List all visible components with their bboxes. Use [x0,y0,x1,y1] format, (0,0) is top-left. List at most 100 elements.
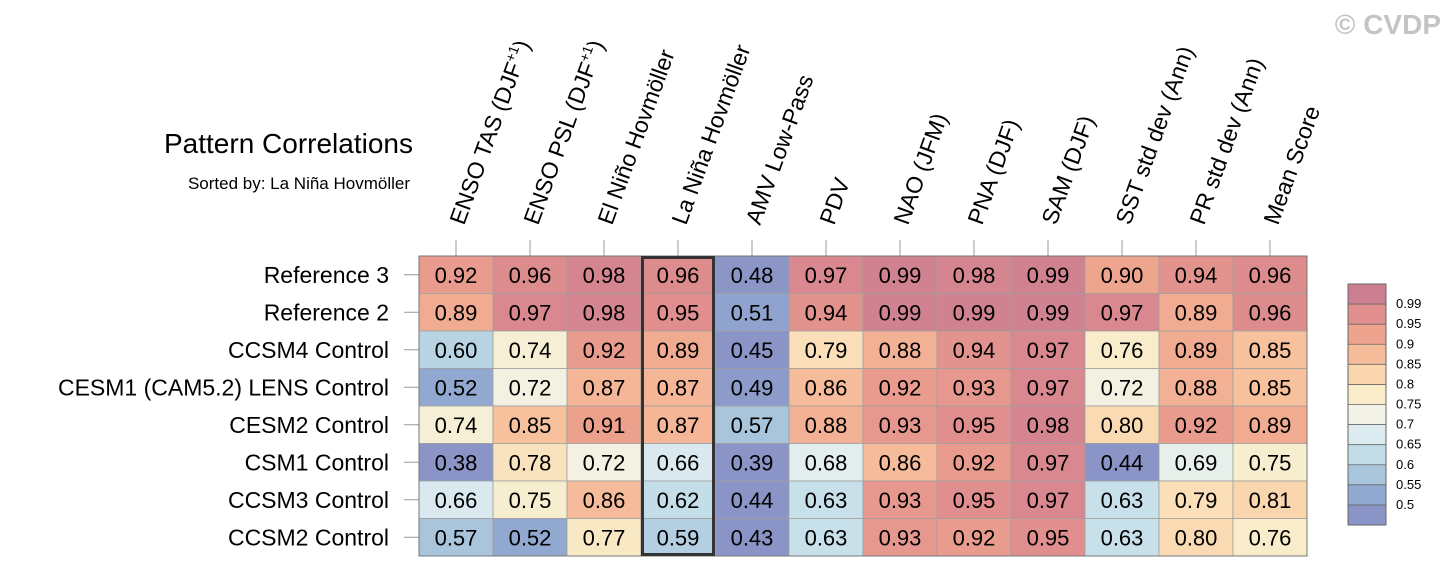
colorbar-swatch [1348,284,1386,305]
heatmap-cell [492,480,568,519]
heatmap-cell [1084,405,1160,444]
heatmap-cell [492,368,568,407]
cell-value: 0.79 [805,338,848,363]
heatmap-cell [418,293,494,332]
cell-value: 0.99 [879,300,922,325]
grid-border [418,255,1308,557]
cell-value: 0.97 [1101,300,1144,325]
cell-value: 0.99 [879,263,922,288]
heatmap-cell [1158,255,1234,294]
heatmap-cell [936,480,1012,519]
chart-subtitle: Sorted by: La Niña Hovmöller [188,174,410,193]
cell-value: 0.89 [657,338,700,363]
colorbar-label: 0.75 [1396,397,1421,412]
heatmap-cell [788,480,864,519]
heatmap-cell [1010,255,1086,294]
colorbar-label: 0.99 [1396,296,1421,311]
cell-value: 0.92 [435,263,478,288]
cell-value: 0.90 [1101,263,1144,288]
colorbar-swatch [1348,344,1386,365]
heatmap-cell [936,293,1012,332]
chart-title: Pattern Correlations [164,128,413,159]
heatmap-cell [862,443,938,482]
row-label: CSM1 Control [245,449,389,475]
heatmap-cell [1158,443,1234,482]
heatmap-cell [1232,518,1308,557]
cell-value: 0.49 [731,375,774,400]
cell-value: 0.43 [731,525,774,550]
cell-value: 0.59 [657,525,700,550]
heatmap-cells: 0.92 0.96 0.98 0.96 0.48 0.97 0.99 0.98 0.99 0.90… [418,255,1308,557]
heatmap-cell [1084,480,1160,519]
heatmap-cell [862,518,938,557]
colorbar-label: 0.9 [1396,336,1414,351]
cell-value: 0.98 [1027,413,1070,438]
heatmap-cell [1084,330,1160,369]
colorbar-swatch [1348,484,1386,505]
heatmap-cell [640,293,716,332]
cell-value: 0.97 [1027,488,1070,513]
cell-value: 0.94 [805,300,848,325]
heatmap-cell [640,480,716,519]
column-label: NAO (JFM) [888,110,952,228]
cell-value: 0.39 [731,450,774,475]
cell-value: 0.77 [583,525,626,550]
colorbar-swatch [1348,444,1386,465]
cell-value: 0.96 [1249,300,1292,325]
heatmap-cell [788,368,864,407]
cell-value: 0.68 [805,450,848,475]
cell-value: 0.97 [805,263,848,288]
heatmap-cell [936,368,1012,407]
cell-value: 0.91 [583,413,626,438]
heatmap-cell [788,330,864,369]
colorbar-label: 0.65 [1396,437,1421,452]
cell-value: 0.92 [583,338,626,363]
cell-value: 0.99 [1027,300,1070,325]
heatmap-cell [936,255,1012,294]
heatmap-cell [1010,405,1086,444]
heatmap-cell [862,330,938,369]
cell-value: 0.52 [509,525,552,550]
cell-value: 0.93 [879,488,922,513]
colorbar-label: 0.5 [1396,497,1414,512]
cell-value: 0.78 [509,450,552,475]
cell-value: 0.97 [1027,450,1070,475]
cell-value: 0.74 [435,413,478,438]
cell-value: 0.44 [731,488,774,513]
cell-value: 0.80 [1175,525,1218,550]
cell-value: 0.92 [953,450,996,475]
heatmap-cell [566,330,642,369]
cell-value: 0.86 [583,488,626,513]
cell-value: 0.94 [1175,263,1218,288]
colorbar-swatch [1348,464,1386,485]
column-label: SAM (DJF) [1036,112,1099,228]
heatmap-cell [1084,518,1160,557]
colorbar: 0.99 0.95 0.9 0.85 0.8 0.75 0.7 0.65 0.6 0.55 0.5 [1347,283,1421,526]
cell-value: 0.89 [1249,413,1292,438]
column-label: PR std dev (Ann) [1184,54,1268,227]
heatmap-cell [640,405,716,444]
cell-value: 0.62 [657,488,700,513]
heatmap-cell [566,368,642,407]
cell-value: 0.80 [1101,413,1144,438]
heatmap-cell [714,293,790,332]
heatmap-cell [418,518,494,557]
heatmap-cell [1010,518,1086,557]
heatmap-cell [492,255,568,294]
heatmap-cell [1084,368,1160,407]
column-ticks [455,240,1271,256]
heatmap-cell [936,405,1012,444]
colorbar-swatch [1348,384,1386,405]
heatmap-cell [714,443,790,482]
heatmap-cell [566,480,642,519]
heatmap-cell [418,405,494,444]
cell-value: 0.72 [583,450,626,475]
cell-value: 0.75 [1249,450,1292,475]
cell-value: 0.99 [953,300,996,325]
heatmap-cell [1232,255,1308,294]
cell-value: 0.63 [805,488,848,513]
watermark: © CVDP [1335,9,1441,40]
cell-value: 0.89 [435,300,478,325]
column-label: PNA (DJF) [962,116,1024,228]
cell-value: 0.60 [435,338,478,363]
